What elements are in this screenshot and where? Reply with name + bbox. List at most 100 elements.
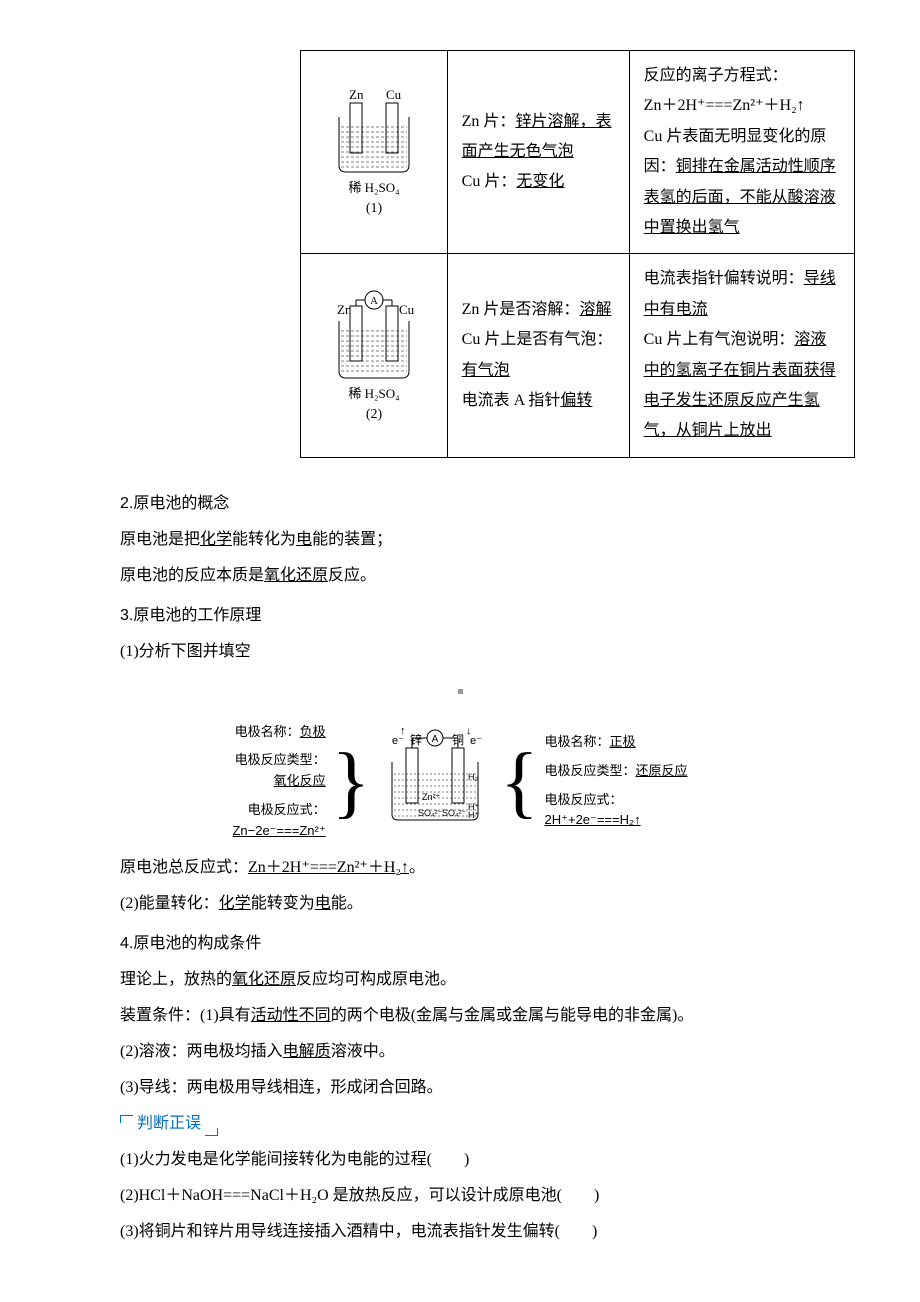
zn-label: Zn 片： <box>462 113 516 130</box>
zn-q: Zn 片是否溶解： <box>462 301 580 318</box>
beaker-diagram-1: Zn Cu 稀 H₂SO₄ (1) <box>324 87 424 217</box>
svg-text:稀 H₂SO₄: 稀 H₂SO₄ <box>348 386 400 401</box>
s3-p2: (2)能量转化：化学能转变为电能。 <box>120 888 800 920</box>
diagram-cell-2: Zn Cu A 稀 H₂SO₄ (2) <box>301 254 448 457</box>
blank: 氧化还原 <box>264 567 328 584</box>
section-2-title: 2.原电池的概念 <box>120 488 800 520</box>
left-brace: } <box>332 742 370 822</box>
expl-eq: Zn＋2H⁺===Zn²⁺＋H₂↑ <box>644 97 805 114</box>
text: (2)能量转化： <box>120 895 219 912</box>
value: 氧化反应 <box>274 773 326 788</box>
text: 反应均可构成原电池。 <box>296 971 456 988</box>
svg-text:A: A <box>432 734 439 745</box>
svg-text:e⁻: e⁻ <box>470 735 482 747</box>
cu-q: Cu 片上是否有气泡： <box>462 331 613 348</box>
expl-line: 电流表指针偏转说明： <box>644 270 804 287</box>
table-row: Zn Cu A 稀 H₂SO₄ (2) <box>301 254 855 457</box>
text: 能。 <box>331 895 363 912</box>
observation-cell-1: Zn 片：锌片溶解，表面产生无色气泡 Cu 片：无变化 <box>447 51 629 254</box>
label: 电极名称： <box>545 734 610 749</box>
text: 溶液中。 <box>331 1043 395 1060</box>
judge-header: 判断正误 <box>120 1108 800 1140</box>
blank: 活动性不同 <box>251 1007 331 1024</box>
text: 能转变为 <box>251 895 315 912</box>
blank: 氧化还原 <box>232 971 296 988</box>
label: 电极反应式： <box>545 792 623 807</box>
svg-text:稀 H₂SO₄: 稀 H₂SO₄ <box>348 180 400 195</box>
positive-electrode-info: 电极名称：正极 电极反应类型：还原反应 电极反应式： 2H⁺+2e⁻===H₂↑ <box>539 732 688 831</box>
table-row: Zn Cu 稀 H₂SO₄ (1) Zn 片：锌片溶解，表面产生无色气泡 Cu … <box>301 51 855 254</box>
value: 负极 <box>300 724 326 739</box>
text: 的两个电极(金属与金属或金属与能导电的非金属)。 <box>331 1007 694 1024</box>
label: 电极反应类型： <box>235 752 326 767</box>
blank: 电解质 <box>283 1043 331 1060</box>
explanation-cell-1: 反应的离子方程式： Zn＋2H⁺===Zn²⁺＋H₂↑ Cu 片表面无明显变化的… <box>629 51 854 254</box>
cu-label: Cu 片： <box>462 173 517 190</box>
expl-line: Cu 片上有气泡说明： <box>644 331 795 348</box>
corner-decoration <box>120 1115 133 1123</box>
svg-text:SO₄²⁻: SO₄²⁻ <box>418 808 443 818</box>
s2-p1: 原电池是把化学能转化为电能的装置； <box>120 524 800 556</box>
s4-p1: 理论上，放热的氧化还原反应均可构成原电池。 <box>120 964 800 996</box>
center-marker <box>120 674 800 706</box>
svg-text:Zn²⁺: Zn²⁺ <box>422 792 441 802</box>
total-reaction: 原电池总反应式：Zn＋2H⁺===Zn²⁺＋H₂↑。 <box>120 852 800 884</box>
right-brace: { <box>500 742 538 822</box>
s4-p4: (3)导线：两电极用导线相连，形成闭合回路。 <box>120 1072 800 1104</box>
corner-decoration <box>205 1128 218 1136</box>
cu-obs: 无变化 <box>516 173 564 190</box>
value: Zn−2e⁻===Zn²⁺ <box>232 823 325 838</box>
label: 电极反应式： <box>248 802 326 817</box>
negative-electrode-info: 电极名称：负极 电极反应类型： 氧化反应 电极反应式： Zn−2e⁻===Zn²⁺ <box>232 722 331 842</box>
svg-text:Cu: Cu <box>386 87 402 102</box>
blank: 电 <box>315 895 331 912</box>
svg-text:Zn: Zn <box>349 87 364 102</box>
text: 理论上，放热的 <box>120 971 232 988</box>
svg-text:A: A <box>370 295 378 307</box>
blank: 电 <box>296 531 312 548</box>
text: 能转化为 <box>232 531 296 548</box>
value: 还原反应 <box>636 763 688 778</box>
cell-diagram: ↑e⁻ ↓e⁻ 锌 铜 A H₂ Zn²⁺ SO₄²⁻ SO₄²⁻ H⁺ H⁺ <box>370 722 500 842</box>
cu-ans: 有气泡 <box>462 362 510 379</box>
judge-q2: (2)HCl＋NaOH===NaCl＋H₂O 是放热反应，可以设计成原电池( ) <box>120 1180 800 1212</box>
text: 能的装置； <box>312 531 392 548</box>
text: 。 <box>409 859 425 876</box>
svg-text:(2): (2) <box>366 407 383 422</box>
section-3-title: 3.原电池的工作原理 <box>120 600 800 632</box>
label: 电极名称： <box>235 724 300 739</box>
beaker-diagram-2: Zn Cu A 稀 H₂SO₄ (2) <box>319 286 429 426</box>
judge-title: 判断正误 <box>137 1108 201 1140</box>
meter-label: 电流表 A 指针 <box>462 392 561 409</box>
text: 装置条件：(1)具有 <box>120 1007 251 1024</box>
label: 电极反应类型： <box>545 763 636 778</box>
text: 反应。 <box>328 567 376 584</box>
svg-text:SO₄²⁻: SO₄²⁻ <box>442 808 467 818</box>
s3-p1: (1)分析下图并填空 <box>120 636 800 668</box>
blank: 化学 <box>200 531 232 548</box>
observation-cell-2: Zn 片是否溶解：溶解 Cu 片上是否有气泡：有气泡 电流表 A 指针偏转 <box>447 254 629 457</box>
explanation-cell-2: 电流表指针偏转说明：导线中有电流 Cu 片上有气泡说明：溶液中的氢离子在铜片表面… <box>629 254 854 457</box>
diagram-cell-1: Zn Cu 稀 H₂SO₄ (1) <box>301 51 448 254</box>
s4-p2: 装置条件：(1)具有活动性不同的两个电极(金属与金属或金属与能导电的非金属)。 <box>120 1000 800 1032</box>
svg-text:e⁻: e⁻ <box>392 735 404 747</box>
value: 正极 <box>610 734 636 749</box>
equation: Zn＋2H⁺===Zn²⁺＋H₂↑ <box>248 859 409 876</box>
blank: 化学 <box>219 895 251 912</box>
section-4-title: 4.原电池的构成条件 <box>120 928 800 960</box>
svg-text:Cu: Cu <box>399 302 415 317</box>
value: 2H⁺+2e⁻===H₂↑ <box>545 812 641 827</box>
svg-text:H⁺: H⁺ <box>468 810 479 820</box>
judge-q1: (1)火力发电是化学能间接转化为电能的过程( ) <box>120 1144 800 1176</box>
experiment-table: Zn Cu 稀 H₂SO₄ (1) Zn 片：锌片溶解，表面产生无色气泡 Cu … <box>300 50 855 458</box>
svg-text:(1): (1) <box>366 201 383 216</box>
text: 原电池是把 <box>120 531 200 548</box>
text: 原电池的反应本质是 <box>120 567 264 584</box>
svg-text:H₂: H₂ <box>468 772 478 782</box>
text: (2)溶液：两电极均插入 <box>120 1043 283 1060</box>
zn-ans: 溶解 <box>579 301 611 318</box>
judge-q3: (3)将铜片和锌片用导线连接插入酒精中，电流表指针发生偏转( ) <box>120 1216 800 1248</box>
s2-p2: 原电池的反应本质是氧化还原反应。 <box>120 560 800 592</box>
expl-line: 反应的离子方程式： <box>644 67 788 84</box>
principle-diagram: 电极名称：负极 电极反应类型：氧化反应 电极反应式：Zn−2e⁻===Zn²⁺ … <box>120 716 800 842</box>
